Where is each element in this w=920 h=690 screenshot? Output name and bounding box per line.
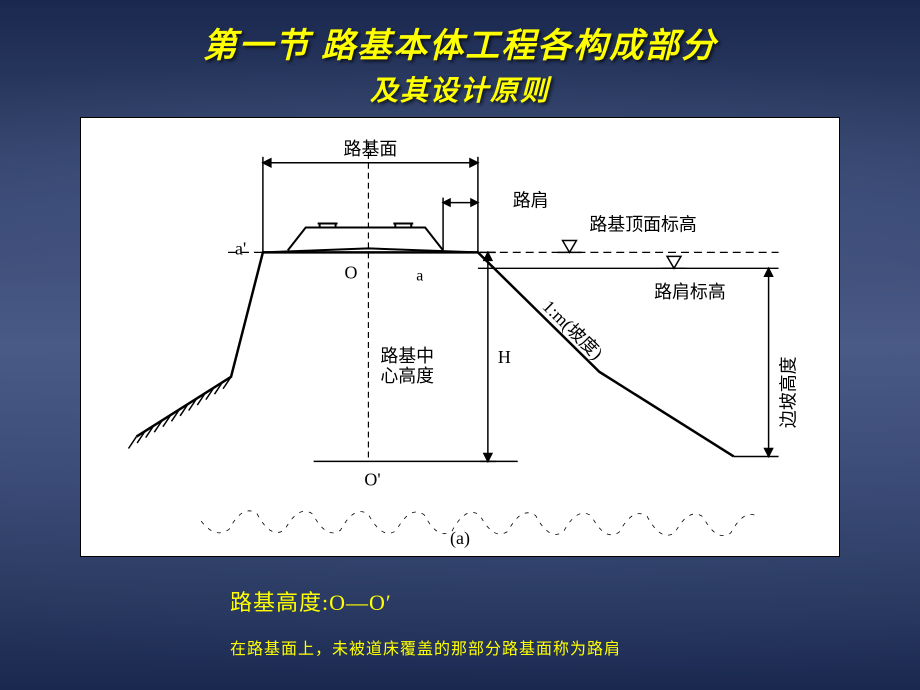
svg-text:路基顶面标高: 路基顶面标高 xyxy=(589,214,696,234)
roadbed-diagram: 路基面路肩路基顶面标高路肩标高路基中心高度 H 1:m(坡度) 边坡高度 a' Oa O' (… xyxy=(80,117,840,557)
svg-text:路基中: 路基中 xyxy=(380,346,434,366)
ballast-shape xyxy=(288,228,443,251)
shoulder-dim xyxy=(443,198,478,253)
slope-height-dim xyxy=(765,268,773,456)
svg-text:路肩标高: 路肩标高 xyxy=(654,282,726,302)
embankment-outline xyxy=(136,252,733,456)
title-main: 第一节 路基本体工程各构成部分 xyxy=(0,18,920,67)
svg-text:边坡高度: 边坡高度 xyxy=(778,356,798,428)
bottom-squiggle xyxy=(201,511,758,536)
title-sub: 及其设计原则 xyxy=(0,69,920,109)
svg-text:a': a' xyxy=(235,238,246,258)
slide-title: 第一节 路基本体工程各构成部分 及其设计原则 xyxy=(0,0,920,109)
elevation-markers xyxy=(558,240,686,268)
diagram-labels: 路基面路肩路基顶面标高路肩标高路基中心高度 H 1:m(坡度) 边坡高度 a' Oa O' (… xyxy=(235,139,798,549)
roadbed-height-label: 路基高度:O—O′ xyxy=(230,585,920,617)
h-dimension xyxy=(480,252,496,461)
svg-text:1:m(坡度): 1:m(坡度) xyxy=(538,296,607,364)
svg-text:a: a xyxy=(416,267,423,284)
svg-text:(a): (a) xyxy=(450,528,470,549)
svg-text:心高度: 心高度 xyxy=(380,366,434,386)
svg-text:O': O' xyxy=(364,469,380,489)
svg-text:H: H xyxy=(498,347,511,367)
svg-text:路肩: 路肩 xyxy=(513,191,549,211)
shoulder-definition: 在路基面上，未被道床覆盖的那部分路基面称为路肩 xyxy=(230,635,920,659)
diagram-svg: 路基面路肩路基顶面标高路肩标高路基中心高度 H 1:m(坡度) 边坡高度 a' Oa O' (… xyxy=(81,118,839,556)
svg-text:O: O xyxy=(345,262,358,282)
bottom-text-block: 路基高度:O—O′ 在路基面上，未被道床覆盖的那部分路基面称为路肩 xyxy=(230,585,920,659)
svg-text:路基面: 路基面 xyxy=(344,139,398,159)
